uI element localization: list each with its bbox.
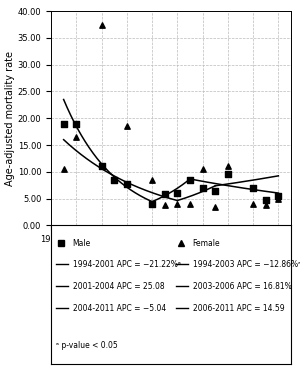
Point — [263, 202, 268, 208]
Point — [263, 197, 268, 203]
Point — [251, 185, 256, 191]
Point — [213, 188, 218, 194]
Point — [225, 171, 230, 177]
Point — [124, 123, 129, 129]
Point — [112, 177, 117, 183]
Point — [175, 190, 180, 196]
Point — [99, 164, 104, 170]
Point — [251, 201, 256, 207]
Point — [99, 22, 104, 27]
Point — [61, 121, 66, 127]
Point — [200, 185, 205, 191]
Text: 1994-2001 APC = −21.22%ᵃ: 1994-2001 APC = −21.22%ᵃ — [73, 260, 181, 269]
Point — [200, 166, 205, 172]
Point — [150, 177, 154, 183]
Text: 2003-2006 APC = 16.81%: 2003-2006 APC = 16.81% — [193, 282, 291, 291]
Point — [74, 134, 79, 140]
Point — [188, 177, 192, 183]
Point — [225, 164, 230, 170]
Y-axis label: Age-adjusted mortality rate: Age-adjusted mortality rate — [5, 51, 15, 186]
X-axis label: Year: Year — [161, 247, 181, 257]
Point — [188, 201, 192, 207]
Text: ᵃ p-value < 0.05: ᵃ p-value < 0.05 — [56, 341, 118, 350]
Point — [61, 166, 66, 172]
Point — [162, 191, 167, 197]
Point — [150, 201, 154, 207]
Point — [276, 193, 281, 199]
Text: 2004-2011 APC = −5.04: 2004-2011 APC = −5.04 — [73, 304, 166, 313]
Point — [213, 204, 218, 210]
Text: Female: Female — [193, 239, 220, 248]
Point — [74, 121, 79, 127]
Text: 2001-2004 APC = 25.08: 2001-2004 APC = 25.08 — [73, 282, 164, 291]
Point — [162, 202, 167, 208]
Text: 1994-2003 APC = −12.86%ᵃ: 1994-2003 APC = −12.86%ᵃ — [193, 260, 300, 269]
Text: 2006-2011 APC = 14.59: 2006-2011 APC = 14.59 — [193, 304, 284, 313]
Point — [276, 196, 281, 201]
Text: Male: Male — [73, 239, 91, 248]
Point — [175, 201, 180, 207]
Point — [124, 181, 129, 187]
